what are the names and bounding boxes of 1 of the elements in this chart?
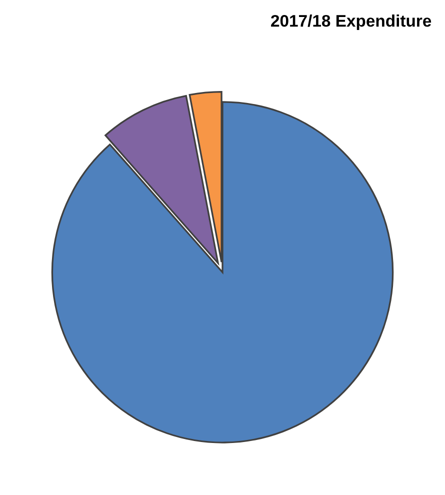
chart-title: 2017/18 Expenditure [271, 14, 432, 30]
